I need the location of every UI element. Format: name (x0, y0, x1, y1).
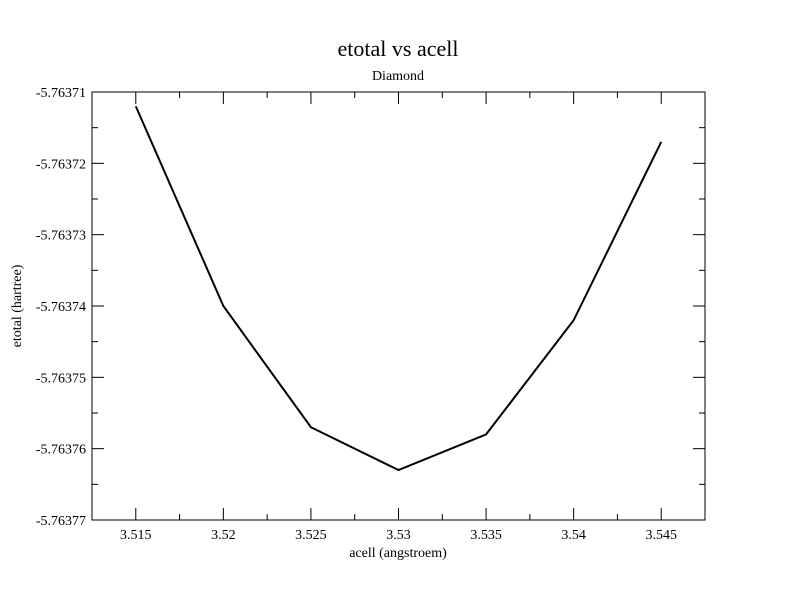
y-tick-label: -5.76375 (36, 371, 86, 386)
y-axis-label: etotal (hartree) (10, 264, 25, 347)
y-tick-label: -5.76377 (36, 514, 86, 529)
x-tick-label: 3.52 (211, 528, 236, 543)
x-tick-label: 3.545 (645, 528, 677, 543)
y-tick-label: -5.76372 (36, 157, 86, 172)
y-tick-label: -5.76373 (36, 229, 86, 244)
chart-subtitle: Diamond (372, 69, 424, 84)
x-tick-label: 3.535 (470, 528, 502, 543)
tick-labels: 3.515 3.52 3.525 3.53 3.535 3.54 3.545 -5.76377… (36, 86, 677, 543)
data-series (134, 105, 663, 472)
y-tick-label: -5.76374 (36, 300, 86, 315)
x-tick-label: 3.525 (295, 528, 327, 543)
x-tick-label: 3.54 (561, 528, 586, 543)
y-tick-label: -5.76376 (36, 443, 86, 458)
x-tick-label: 3.515 (120, 528, 152, 543)
series-line (134, 105, 663, 472)
axis-ticks (92, 91, 705, 521)
x-tick-label: 3.53 (386, 528, 411, 543)
y-tick-label: -5.76371 (36, 86, 86, 101)
x-axis-label: acell (angstroem) (349, 546, 447, 561)
plot-area (91, 91, 706, 521)
chart-title: etotal vs acell (338, 36, 459, 61)
